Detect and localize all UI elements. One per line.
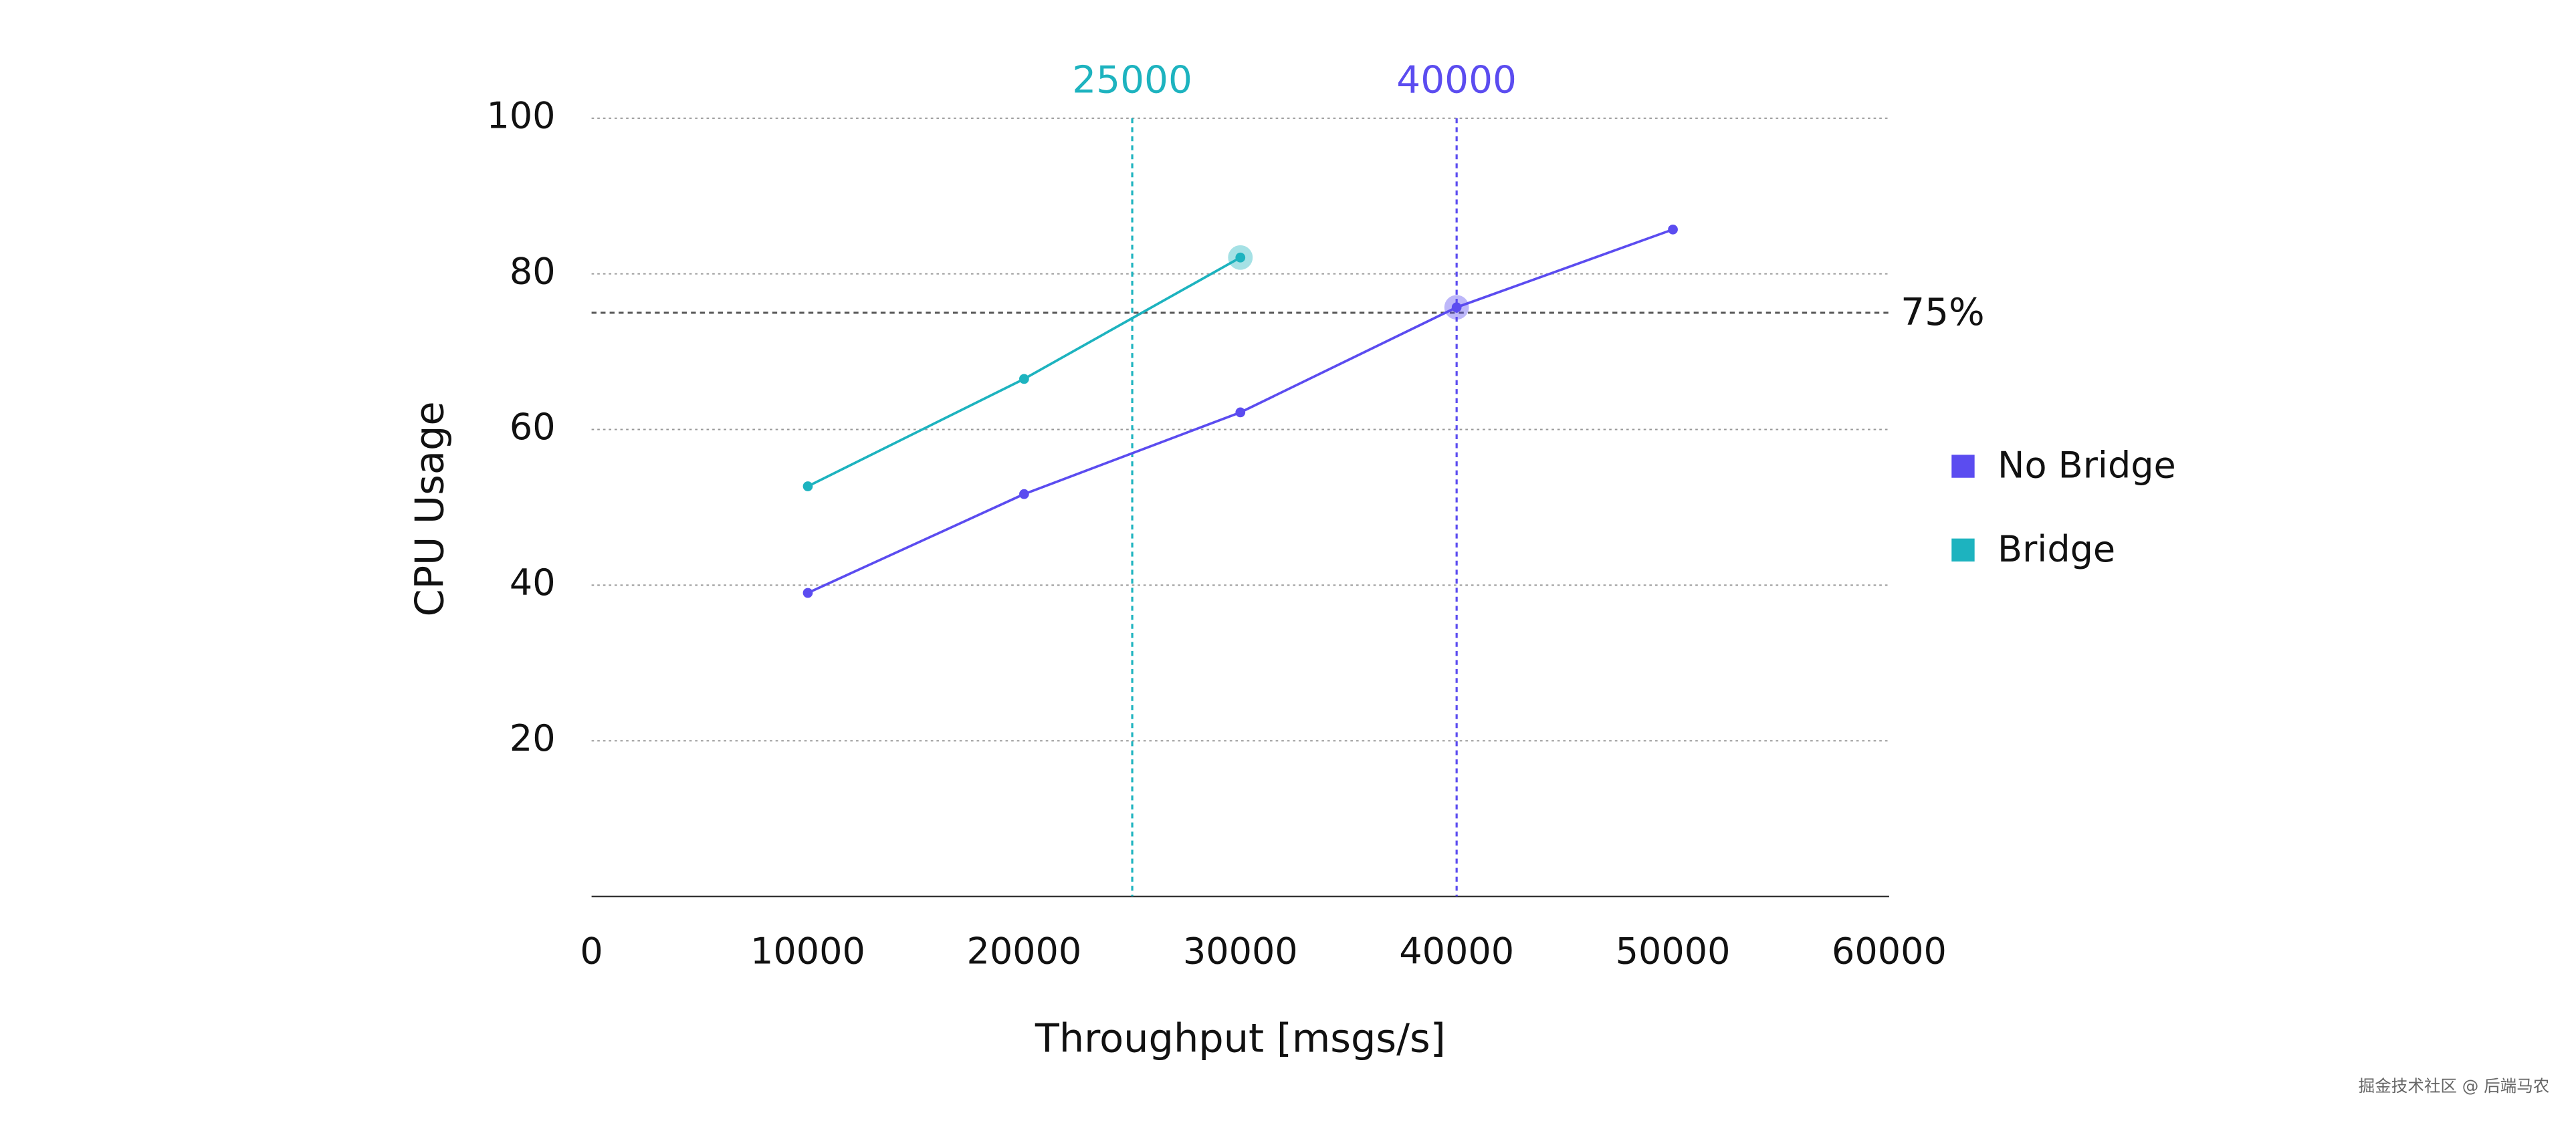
x-axis-label: Throughput [msgs/s]: [1035, 1015, 1446, 1061]
point: [1019, 374, 1029, 384]
x-tick-label: 20000: [966, 930, 1081, 973]
point: [802, 588, 813, 598]
point: [1668, 224, 1678, 235]
x-tick-label: 10000: [750, 930, 865, 973]
reference-label: 75%: [1901, 291, 1985, 334]
x-tick-label: 40000: [1399, 930, 1514, 973]
reference-label: 40000: [1396, 58, 1517, 102]
x-tick-label: 50000: [1616, 930, 1731, 973]
y-tick-label: 20: [510, 717, 556, 759]
legend-label: Bridge: [1998, 528, 2115, 570]
point: [1451, 302, 1462, 313]
y-tick-label: 80: [510, 250, 556, 292]
y-tick-label: 40: [510, 562, 556, 604]
legend-label: No Bridge: [1998, 445, 2176, 487]
point: [1235, 407, 1246, 418]
point: [1235, 252, 1246, 263]
watermark: 掘金技术社区 @ 后端马农: [2359, 1076, 2550, 1096]
y-axis-label: CPU Usage: [406, 401, 452, 616]
point: [802, 481, 813, 491]
x-tick-label: 0: [580, 930, 603, 973]
x-tick-label: 60000: [1832, 930, 1947, 973]
legend-swatch: [1951, 538, 1975, 562]
x-tick-label: 30000: [1183, 930, 1298, 973]
legend-swatch: [1951, 455, 1975, 478]
series-line: [807, 256, 1241, 488]
reference-label: 25000: [1072, 58, 1192, 102]
y-tick-label: 100: [486, 94, 555, 136]
y-tick-label: 60: [510, 406, 556, 448]
point: [1019, 489, 1029, 499]
